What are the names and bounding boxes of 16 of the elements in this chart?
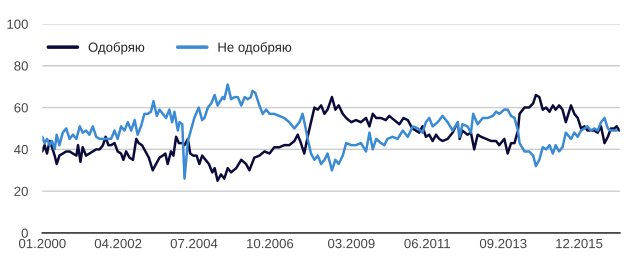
y-tick-label: 60 bbox=[14, 103, 28, 112]
y-tick-label: 20 bbox=[14, 186, 28, 196]
x-tick-label: 07.2004 bbox=[170, 238, 218, 248]
y-tick-label: 0 bbox=[22, 228, 28, 238]
y-tick-label: 80 bbox=[14, 61, 28, 71]
y-tick-label: 40 bbox=[14, 144, 28, 154]
x-tick-label: 04.2002 bbox=[94, 238, 142, 248]
legend-label: Не одобряю bbox=[218, 42, 292, 54]
x-tick-label: 09.2013 bbox=[480, 238, 526, 248]
x-tick-label: 12.2015 bbox=[556, 238, 602, 248]
x-tick-label: 06.2011 bbox=[404, 238, 450, 248]
x-tick-label: 01.2000 bbox=[18, 238, 66, 248]
legend-label: Одобряю bbox=[88, 42, 144, 54]
x-tick-label: 10.2006 bbox=[247, 238, 294, 248]
x-tick-label: 03.2009 bbox=[328, 238, 375, 248]
y-tick-label: 100 bbox=[7, 20, 28, 29]
